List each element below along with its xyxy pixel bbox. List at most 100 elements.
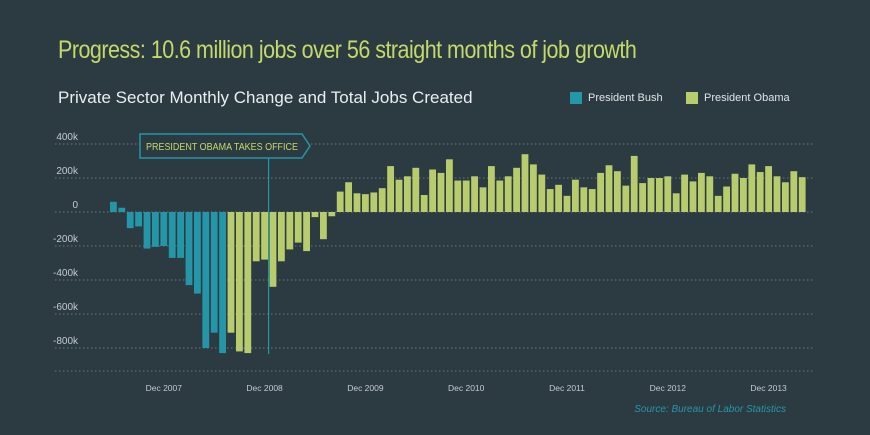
bar	[521, 154, 529, 212]
bar	[546, 189, 554, 212]
bar	[261, 212, 268, 260]
bar	[177, 212, 184, 258]
x-tick-label: Dec 2012	[650, 383, 687, 393]
bar	[353, 193, 361, 212]
x-tick-label: Dec 2010	[448, 383, 485, 393]
y-tick-label: -400k	[53, 268, 79, 279]
bar	[672, 193, 680, 212]
bar	[168, 212, 176, 258]
bar	[362, 194, 369, 212]
bar	[303, 212, 310, 252]
bar	[429, 169, 436, 212]
bar	[605, 165, 613, 212]
bar	[622, 185, 630, 212]
bar	[681, 174, 688, 212]
bar	[185, 212, 193, 286]
bar	[555, 184, 562, 212]
bar	[320, 212, 327, 240]
bar	[773, 176, 781, 212]
bar	[647, 178, 655, 212]
headline: Progress: 10.6 million jobs over 56 stra…	[58, 36, 637, 64]
bar	[336, 191, 344, 212]
bar	[370, 192, 378, 212]
y-tick-label: -800k	[53, 336, 79, 347]
bar	[160, 212, 168, 246]
y-tick-label: 400k	[56, 132, 79, 143]
callout: PRESIDENT OBAMA TAKES OFFICE	[139, 133, 311, 354]
bar	[614, 171, 621, 212]
bar	[563, 195, 571, 212]
y-tick-label: 200k	[56, 166, 79, 177]
bar	[152, 212, 159, 247]
bar	[294, 212, 302, 243]
bar	[286, 212, 294, 250]
x-axis-ticks: Dec 2007 Dec 2008 Dec 2009 Dec 2010 Dec 2011…	[146, 383, 787, 393]
bar	[454, 180, 462, 212]
bar	[639, 183, 646, 212]
bar	[236, 212, 243, 352]
callout-box	[139, 133, 311, 159]
bar	[756, 172, 764, 212]
bars	[110, 154, 806, 354]
legend-label-obama: President Obama	[704, 92, 790, 104]
bar	[437, 172, 445, 212]
bar	[798, 177, 806, 212]
legend-item-bush: President Bush	[570, 91, 663, 105]
bar	[513, 167, 520, 212]
bar	[790, 171, 798, 212]
bar	[782, 182, 789, 212]
legend-swatch-obama	[686, 92, 698, 104]
x-tick-label: Dec 2007	[146, 383, 183, 393]
bar	[538, 174, 546, 212]
bar	[731, 173, 739, 212]
bar	[420, 195, 428, 212]
bar	[269, 212, 277, 287]
bar	[698, 172, 705, 212]
bar	[412, 167, 420, 212]
bar	[110, 201, 117, 212]
callout-label: PRESIDENT OBAMA TAKES OFFICE	[146, 141, 298, 153]
bar	[572, 179, 579, 212]
bar	[504, 176, 512, 212]
bar	[462, 180, 470, 212]
bar	[580, 187, 588, 212]
bar	[588, 189, 596, 212]
legend-item-obama: President Obama	[686, 91, 790, 105]
legend-swatch-bush	[570, 92, 582, 104]
bar	[664, 176, 672, 212]
bar	[740, 178, 747, 212]
bar	[471, 176, 478, 212]
bar	[446, 159, 453, 212]
bar	[210, 212, 218, 333]
bar	[252, 212, 260, 262]
bar	[656, 178, 663, 212]
chart-subtitle: Private Sector Monthly Change and Total …	[58, 88, 473, 107]
bar	[723, 186, 730, 212]
bar	[706, 176, 714, 212]
legend-label-bush: President Bush	[588, 92, 663, 104]
bar	[126, 212, 134, 229]
bar	[689, 181, 697, 212]
bar	[378, 188, 386, 212]
source-note: Source: Bureau of Labor Statistics	[634, 404, 786, 415]
bar	[345, 182, 352, 212]
bar	[244, 212, 252, 354]
bar	[395, 179, 403, 212]
bar	[118, 207, 126, 212]
x-tick-label: Dec 2011	[549, 383, 585, 393]
bar	[387, 166, 394, 212]
bar	[404, 176, 411, 212]
bar	[278, 212, 285, 262]
bar	[714, 195, 722, 212]
bar	[765, 166, 772, 212]
bar	[202, 212, 210, 348]
bar	[311, 212, 319, 218]
bar	[496, 180, 504, 212]
bar	[143, 212, 151, 249]
y-tick-label: -200k	[53, 234, 79, 245]
bar	[219, 212, 226, 354]
bar	[227, 212, 235, 333]
bar	[328, 212, 336, 217]
x-tick-label: Dec 2013	[750, 383, 787, 393]
